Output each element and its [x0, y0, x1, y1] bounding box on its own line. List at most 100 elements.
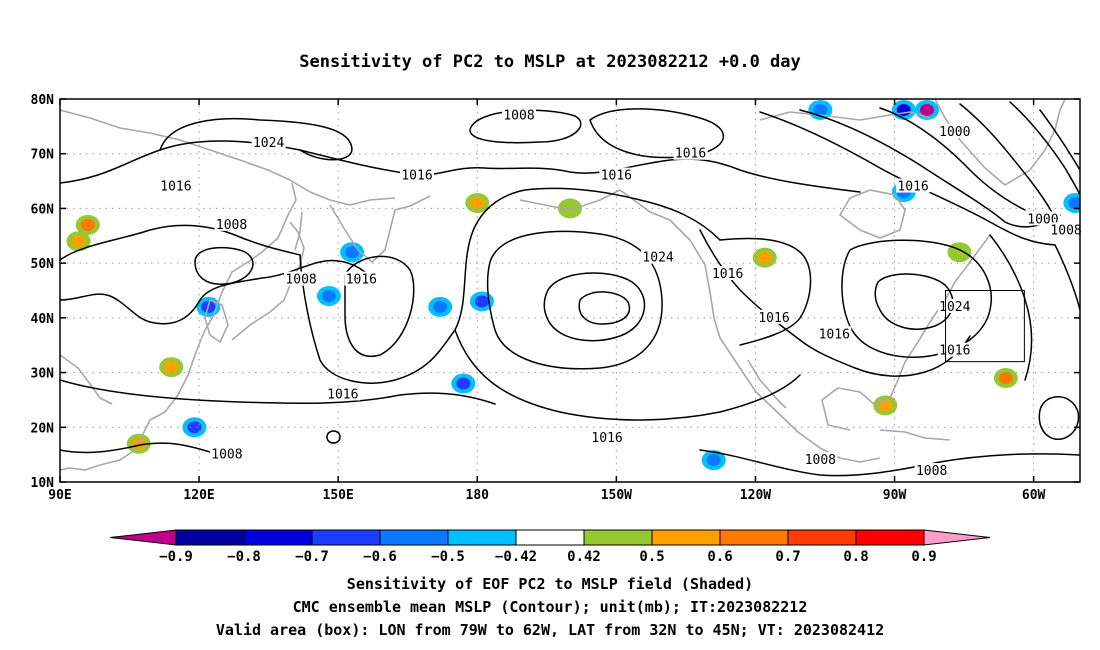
colorbar-tick-label: −0.42 [495, 549, 537, 565]
colorbar-swatch [379, 529, 449, 546]
contour-label-bg [937, 298, 972, 313]
contour-label-bg [914, 463, 949, 478]
sensitivity-patch [474, 295, 489, 308]
lon-tick-label: 90E [48, 488, 71, 503]
contour-line [578, 291, 631, 325]
contour-label: 1016 [939, 344, 970, 359]
lon-tick-label: 150E [323, 488, 354, 503]
contour-label: 1016 [601, 169, 632, 184]
lat-tick-label: 70N [31, 148, 55, 163]
colorbar-tick-label: −0.8 [227, 549, 261, 565]
contour-label-bg [214, 216, 249, 231]
colorbar-swatch [583, 529, 653, 546]
contour-label-bg [344, 271, 379, 286]
contour-line [841, 239, 992, 358]
contour-label-bg [937, 342, 972, 357]
coastline-sakhalin [294, 211, 303, 251]
contour-label: 1016 [346, 273, 377, 288]
colorbar-tick-label: −0.7 [295, 549, 329, 565]
colorbar-high-extension [923, 529, 991, 546]
contour-line [326, 430, 341, 444]
lat-tick-label: 30N [31, 367, 55, 382]
sensitivity-patch [920, 103, 934, 116]
colorbar-swatch [719, 529, 789, 546]
contour-label: 1016 [675, 147, 706, 162]
colorbar-tick-label: −0.6 [363, 549, 397, 565]
contour-labels: 1008102410161016101610161016100010001008… [158, 107, 1084, 479]
sensitivity-patch [470, 196, 485, 209]
contour-line [1039, 109, 1080, 171]
sensitivity-patch [813, 103, 828, 116]
contour-line [799, 109, 1061, 228]
sensitivity-patch [345, 246, 360, 259]
sensitivity-patch [706, 454, 721, 467]
contour-line [699, 449, 1080, 477]
sensitivity-patch [456, 377, 471, 390]
contour-label: 1016 [819, 327, 850, 342]
lon-tick-label: 120W [740, 488, 771, 503]
contour-label-bg [710, 266, 745, 281]
sensitivity-patch [321, 289, 336, 302]
colorbar-swatch [243, 529, 313, 546]
colorbar-swatch [311, 529, 381, 546]
contour-label-bg [599, 167, 634, 182]
colorbar-tick-label: 0.5 [639, 549, 664, 565]
coastline-hudson-bay [839, 189, 906, 239]
contour-line [60, 224, 301, 261]
colorbar-tick-label: −0.9 [159, 549, 193, 565]
lat-tick-label: 60N [31, 202, 55, 217]
colorbar-swatch [515, 529, 585, 546]
colorbar-low-extension [109, 529, 177, 546]
contour-label: 1008 [503, 108, 534, 123]
sensitivity-patch [878, 399, 893, 412]
valid-area-box-layer [945, 290, 1025, 363]
contour-label: 1016 [160, 180, 191, 195]
sensitivity-patch [757, 251, 772, 264]
contour-label-bg [937, 123, 972, 138]
contour-label: 1024 [642, 251, 673, 266]
contour-line [60, 259, 366, 325]
sensitivity-patch [563, 202, 577, 215]
contour-label: 1008 [211, 448, 242, 463]
lat-tick-label: 20N [31, 421, 55, 436]
contour-label-bg [209, 446, 244, 461]
contour-label-bg [896, 178, 931, 193]
contour-line [1009, 101, 1080, 196]
colorbar-swatch [651, 529, 721, 546]
contour-label: 1016 [401, 169, 432, 184]
contour-label: 1016 [327, 387, 358, 402]
coastline-north-america-east [821, 234, 991, 431]
sensitivity-patch [187, 421, 202, 434]
sensitivity-patch [998, 372, 1013, 385]
map-area: 1008102410161016101610161016100010001008… [59, 98, 1084, 483]
contour-label-bg [158, 178, 193, 193]
contour-label: 1016 [897, 180, 928, 195]
colorbar-tick-label: −0.5 [431, 549, 465, 565]
lon-tick-label: 150W [601, 488, 632, 503]
contour-line [344, 255, 415, 358]
contour-line [699, 229, 801, 341]
contour-line [60, 379, 496, 405]
coastline-cuba [879, 429, 951, 441]
map-background [60, 99, 1080, 482]
contour-label-bg [400, 167, 434, 182]
map-axes: 90E 120E 150E 180 150W 120W 90W 60W 80N 70N 60N 50N… [31, 93, 1080, 503]
contour-line [60, 442, 211, 454]
colorbar-swatch [855, 529, 925, 546]
contour-label-bg [1049, 222, 1084, 237]
lon-tick-label: 180 [466, 488, 490, 503]
contour-label-bg [641, 249, 676, 264]
caption-line-2: CMC ensemble mean MSLP (Contour); unit(m… [293, 598, 808, 616]
lon-tick-label: 120E [183, 488, 214, 503]
contour-label: 1008 [916, 464, 947, 479]
sensitivity-patch [80, 218, 95, 231]
caption-line-3: Valid area (box): LON from 79W to 62W, L… [216, 621, 884, 639]
colorbar-swatch [175, 529, 245, 546]
colorbar-tick-label: 0.6 [707, 549, 732, 565]
colorbar-tick-label: 0.9 [911, 549, 936, 565]
contour-label: 1024 [939, 300, 970, 315]
colorbar-swatch [447, 529, 517, 546]
contour-label-bg [284, 271, 319, 286]
coastlines [60, 99, 1066, 471]
sensitivity-patch [952, 246, 967, 259]
